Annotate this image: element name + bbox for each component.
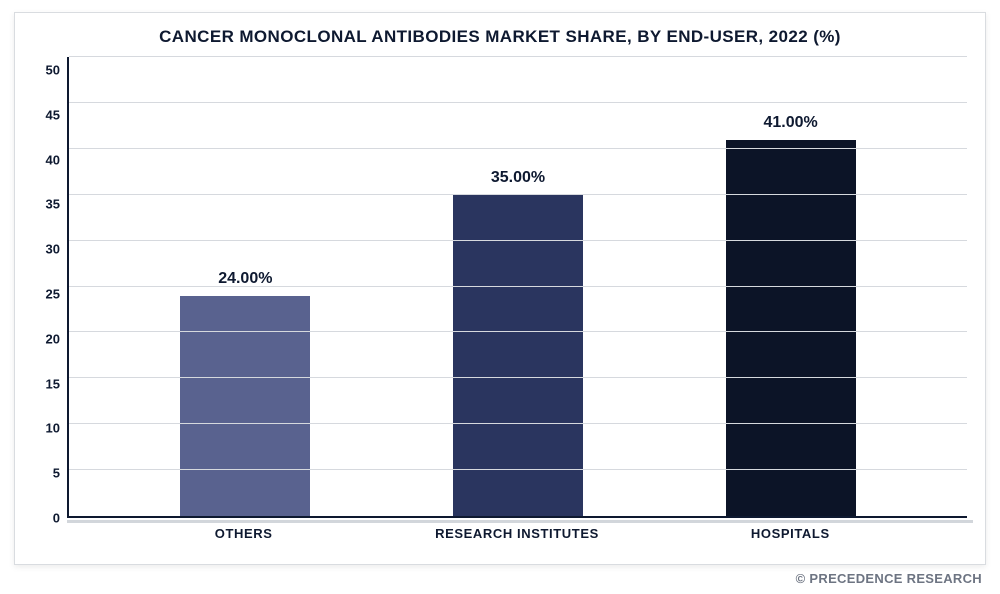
y-tick: 25: [33, 287, 67, 300]
axis-shadow: [67, 520, 973, 523]
x-category-label: OTHERS: [139, 526, 349, 541]
y-tick: 45: [33, 108, 67, 121]
grid-line: [69, 331, 967, 332]
grid-line: [69, 469, 967, 470]
plot-region: 24.00% 35.00% 41.00%: [67, 57, 967, 518]
grid-line: [69, 148, 967, 149]
bar-slot: 41.00%: [686, 114, 896, 516]
bar-value-label: 35.00%: [491, 169, 545, 187]
y-tick: 5: [33, 467, 67, 480]
bar-slot: 24.00%: [140, 270, 350, 516]
chart-container: CANCER MONOCLONAL ANTIBODIES MARKET SHAR…: [0, 0, 1000, 594]
chart-area: 0 5 10 15 20 25 30 35 40 45 50 24.00% 35.00% 41.00% …: [33, 57, 967, 548]
grid-line: [69, 194, 967, 195]
grid-line: [69, 377, 967, 378]
grid-line: [69, 286, 967, 287]
bar: [726, 140, 856, 516]
grid-line: [69, 240, 967, 241]
y-tick: 15: [33, 377, 67, 390]
y-tick: 40: [33, 153, 67, 166]
plot-wrap: 24.00% 35.00% 41.00% OTHERS RESEARCH INSTIT…: [67, 57, 967, 548]
y-tick: 50: [33, 64, 67, 77]
x-category-label: HOSPITALS: [685, 526, 895, 541]
grid-line: [69, 56, 967, 57]
bar: [180, 296, 310, 516]
bar: [453, 195, 583, 516]
y-axis: 0 5 10 15 20 25 30 35 40 45 50: [33, 57, 67, 548]
attribution-footer: © PRECEDENCE RESEARCH: [14, 571, 986, 586]
grid-line: [69, 102, 967, 103]
chart-title: CANCER MONOCLONAL ANTIBODIES MARKET SHAR…: [33, 27, 967, 47]
y-tick: 10: [33, 422, 67, 435]
bar-slot: 35.00%: [413, 169, 623, 516]
grid-line: [69, 423, 967, 424]
y-tick: 0: [33, 511, 67, 524]
x-category-label: RESEARCH INSTITUTES: [412, 526, 622, 541]
y-tick: 30: [33, 243, 67, 256]
chart-card: CANCER MONOCLONAL ANTIBODIES MARKET SHAR…: [14, 12, 986, 565]
y-tick: 20: [33, 332, 67, 345]
y-tick: 35: [33, 198, 67, 211]
bar-value-label: 41.00%: [764, 114, 818, 132]
bars-group: 24.00% 35.00% 41.00%: [69, 57, 967, 516]
